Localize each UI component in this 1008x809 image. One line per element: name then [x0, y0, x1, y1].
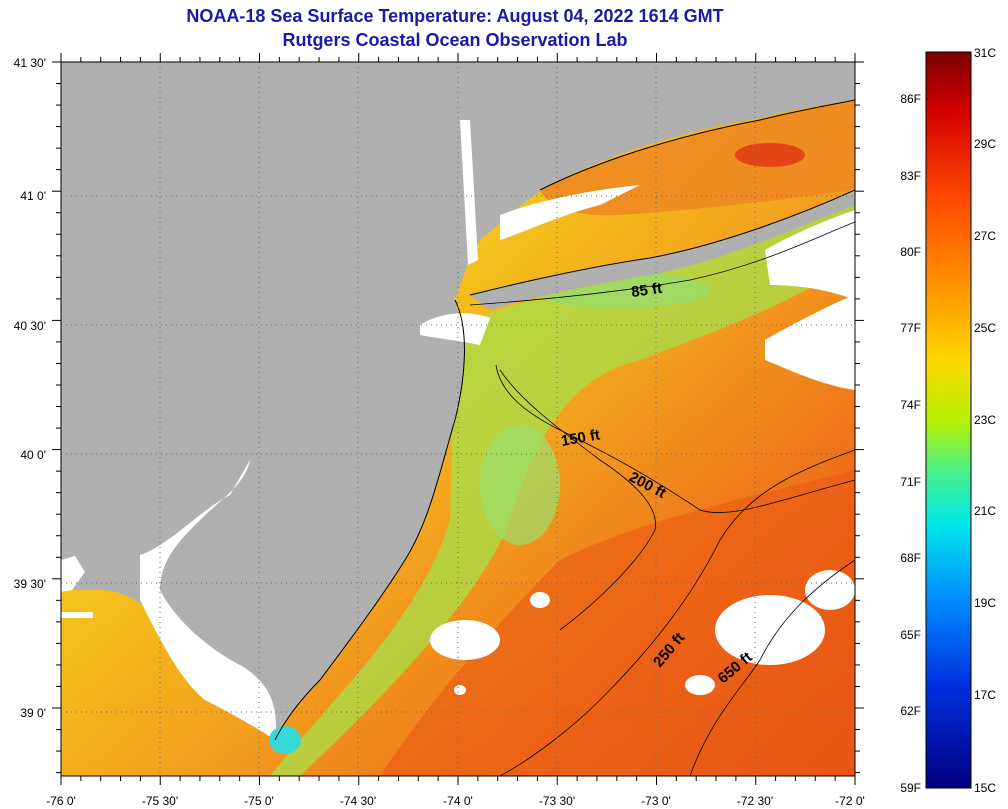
lat-label: 39 30': [14, 577, 46, 591]
colorbar-c-label: 23C: [974, 413, 996, 427]
lon-label: -76 0': [46, 794, 76, 808]
axis-ticks: [52, 53, 864, 785]
lon-label: -72 0': [835, 794, 865, 808]
isobath-200ft: [499, 369, 656, 631]
cloud-nodata: [715, 595, 825, 665]
contour-label: 85 ft: [630, 280, 663, 301]
delaware-bay-nodata: [140, 460, 276, 740]
ct-coastline: [539, 99, 855, 191]
cloud-nodata: [685, 675, 715, 695]
lon-label: -74 0': [443, 794, 473, 808]
nodata-strip: [61, 612, 93, 618]
lon-label: -72 30': [737, 794, 773, 808]
colorbar-f-label: 62F: [900, 704, 921, 718]
isobath-650ft: [689, 559, 855, 776]
warm-offshore: [380, 470, 855, 776]
colorbar-c-label: 17C: [974, 688, 996, 702]
lon-label: -74 30': [340, 794, 376, 808]
cool-patch: [480, 425, 560, 545]
nodata-patch: [500, 185, 640, 240]
colorbar-f-label: 83F: [900, 169, 921, 183]
cloud-nodata: [765, 295, 855, 390]
cloud-nodata: [430, 620, 500, 660]
cloud-nodata: [530, 592, 550, 608]
contour-label: 150 ft: [560, 426, 602, 450]
warm-patch: [735, 143, 805, 167]
colorbar-f-label: 80F: [900, 245, 921, 259]
lat-label: 39 0': [20, 706, 46, 720]
hudson-river-nodata: [460, 120, 478, 265]
colorbar-c-label: 27C: [974, 229, 996, 243]
lat-label: 41 30': [14, 56, 46, 70]
long-island: [470, 190, 855, 310]
colorbar-c-label: 15C: [974, 781, 996, 795]
colorbar: [925, 51, 972, 789]
map-title: NOAA-18 Sea Surface Temperature: August …: [186, 6, 724, 26]
cloud-nodata: [765, 210, 855, 300]
cloud-nodata: [454, 685, 466, 695]
long-island-sound: [540, 100, 855, 216]
nj-coastline: [274, 299, 465, 741]
colorbar-f-label: 77F: [900, 321, 921, 335]
colorbar-c-label: 19C: [974, 596, 996, 610]
lat-label: 40 0': [20, 448, 46, 462]
colorbar-c-label: 21C: [974, 504, 996, 518]
graticule: [61, 62, 855, 776]
colorbar-c-label: 25C: [974, 321, 996, 335]
cloud-nodata: [805, 570, 855, 610]
cool-bay-mouth: [269, 726, 301, 754]
lon-label: -75 30': [142, 794, 178, 808]
colorbar-f-label: 68F: [900, 551, 921, 565]
colorbar-f-label: 74F: [900, 398, 921, 412]
colorbar-f-label: 65F: [900, 628, 921, 642]
colorbar-f-label: 86F: [900, 92, 921, 106]
nearshore-cool-band: [270, 200, 855, 776]
lat-label: 41 0': [20, 189, 46, 203]
lon-label: -73 30': [539, 794, 575, 808]
li-south-shore: [469, 189, 855, 296]
colorbar-f-label: 71F: [900, 475, 921, 489]
colorbar-c-label: 29C: [974, 137, 996, 151]
ny-harbor-nodata: [420, 313, 490, 345]
colorbar-c-label: 31C: [974, 46, 996, 60]
land-mass: [61, 62, 855, 740]
lat-label: 40 30': [14, 319, 46, 333]
lon-label: -73 0': [641, 794, 671, 808]
isobath-150ft: [495, 364, 855, 513]
isobath-85ft: [469, 221, 855, 306]
colorbar-f-label: 59F: [900, 781, 921, 795]
lon-label: -75 0': [244, 794, 274, 808]
map-subtitle: Rutgers Coastal Ocean Observation Lab: [282, 30, 628, 50]
